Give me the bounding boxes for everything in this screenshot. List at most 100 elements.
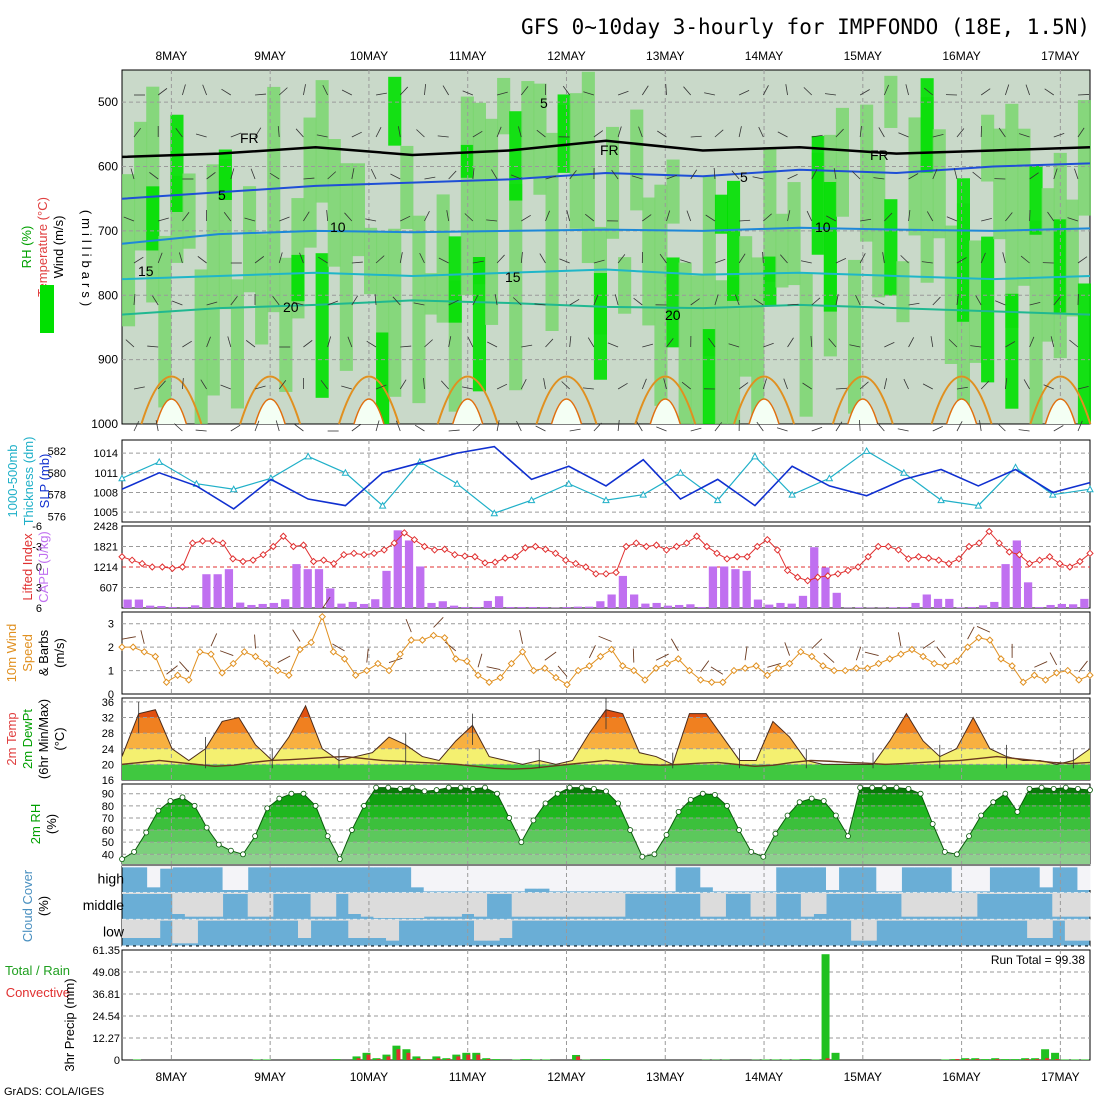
lifted-index-line-point (370, 549, 378, 558)
cape-bar (517, 606, 526, 608)
wind-barb (133, 294, 136, 306)
bottom-date-label: 17MAY (1041, 1070, 1079, 1084)
cloud-gap (147, 892, 161, 894)
top-date-label: 13MAY (646, 49, 684, 63)
cloud-gap (298, 919, 312, 938)
wind-barb (932, 133, 944, 138)
cape-bar (191, 605, 200, 608)
wind-barb (980, 380, 990, 390)
li-tick: -3 (32, 542, 42, 554)
wind-barb (876, 422, 885, 432)
cloud-gap (134, 892, 148, 894)
rh-band-moist (702, 329, 716, 424)
rh-point (324, 833, 331, 840)
rh-band (690, 275, 704, 424)
wind10m-barb (700, 660, 710, 673)
cloud-gap (939, 919, 953, 921)
lifted-index-line-point (118, 553, 126, 561)
rh-band (896, 261, 910, 323)
cloud-gap (373, 866, 387, 868)
cloud-gap (800, 866, 814, 868)
rh-band-moist (714, 194, 728, 234)
slp-line (121, 445, 1091, 510)
wind-barb (441, 380, 449, 390)
cloud-gap (851, 892, 865, 894)
rh-band-moist (884, 199, 898, 296)
rh-band-moist (557, 94, 571, 173)
cloud-gap (411, 866, 425, 888)
cloud-gap (624, 892, 638, 894)
wind-barb (521, 214, 531, 222)
wind-barb (227, 336, 232, 348)
top-date-label: 16MAY (942, 49, 980, 63)
cloud-gap (914, 919, 928, 921)
lifted-index-line-point (249, 556, 257, 564)
bottom-date-label: 13MAY (646, 1070, 684, 1084)
lifted-index-line-point (188, 539, 197, 547)
cloud-gap (247, 919, 261, 921)
rh-band (182, 173, 196, 249)
thickness-line-point (564, 479, 573, 487)
thickness-line-point (118, 474, 126, 482)
thickness-line-point (155, 457, 164, 465)
rh-band (279, 257, 293, 392)
wind-barb (424, 84, 427, 96)
wind-barb (133, 127, 141, 138)
cape-bar (472, 606, 481, 608)
bottom-date-label: 11MAY (449, 1070, 487, 1084)
warm-contour-core (945, 398, 978, 425)
cloud-gap (587, 866, 601, 892)
rain-bar (522, 1059, 531, 1060)
wind-barb (728, 343, 740, 348)
rh-band (1065, 199, 1079, 317)
lifted-index-line-point (682, 539, 691, 547)
cloud-gap (851, 866, 865, 868)
panel-label: (°C) (52, 727, 67, 750)
wind-barb (979, 420, 982, 432)
warm-contour (1029, 375, 1092, 425)
cloud-gap (1077, 919, 1091, 941)
cape-bar (697, 606, 706, 608)
wind-barb (617, 254, 626, 264)
wind-barb (1025, 84, 1030, 96)
wind-speed-line-point (340, 655, 349, 663)
rh-band-moist (218, 149, 232, 200)
wind-speed-line-point (997, 655, 1005, 663)
cloud-gap (398, 866, 412, 868)
cloud-gap (1064, 866, 1078, 868)
rain-bar (821, 954, 830, 1060)
cape-bar (348, 601, 357, 608)
convective-bar (1055, 1059, 1060, 1060)
cape-bar (1068, 604, 1078, 608)
wind-speed-line-point (696, 676, 705, 684)
lifted-index-line-point (924, 554, 933, 562)
cloud-gap (122, 892, 136, 894)
cape-bar (1057, 603, 1066, 608)
cloud-gap (876, 892, 890, 894)
rh-point (433, 787, 440, 793)
cape-bar (1035, 606, 1044, 608)
cloud-gap (172, 866, 186, 868)
rh-tick: 50 (102, 837, 114, 849)
wind-barb (157, 88, 168, 96)
panel-label: 3hr Precip (mm) (62, 978, 77, 1071)
rh-point (1087, 787, 1093, 793)
cloud-gap (939, 866, 953, 868)
wind-barb (1077, 420, 1083, 432)
cloud-gap (712, 866, 726, 892)
rh-point (518, 839, 525, 846)
rh-point (288, 790, 295, 797)
rh-tick: 60 (102, 825, 114, 837)
stability-panel: -6 -3 0 3 6 2428 1821 1214 607 Lifted Index CAPE (… (20, 521, 1094, 615)
cloud-gap (474, 919, 488, 941)
rain-bar (132, 1059, 141, 1060)
wind-speed-line (122, 615, 1091, 686)
rh-band (606, 126, 620, 239)
wind-barb (424, 176, 436, 180)
cloud-gap (738, 892, 752, 894)
wind-barb (855, 294, 861, 306)
convective-bar (995, 1059, 1000, 1060)
cape-bar (911, 602, 920, 608)
lifted-index-line-point (935, 556, 943, 564)
pressure-tick: 1000 (91, 417, 118, 431)
